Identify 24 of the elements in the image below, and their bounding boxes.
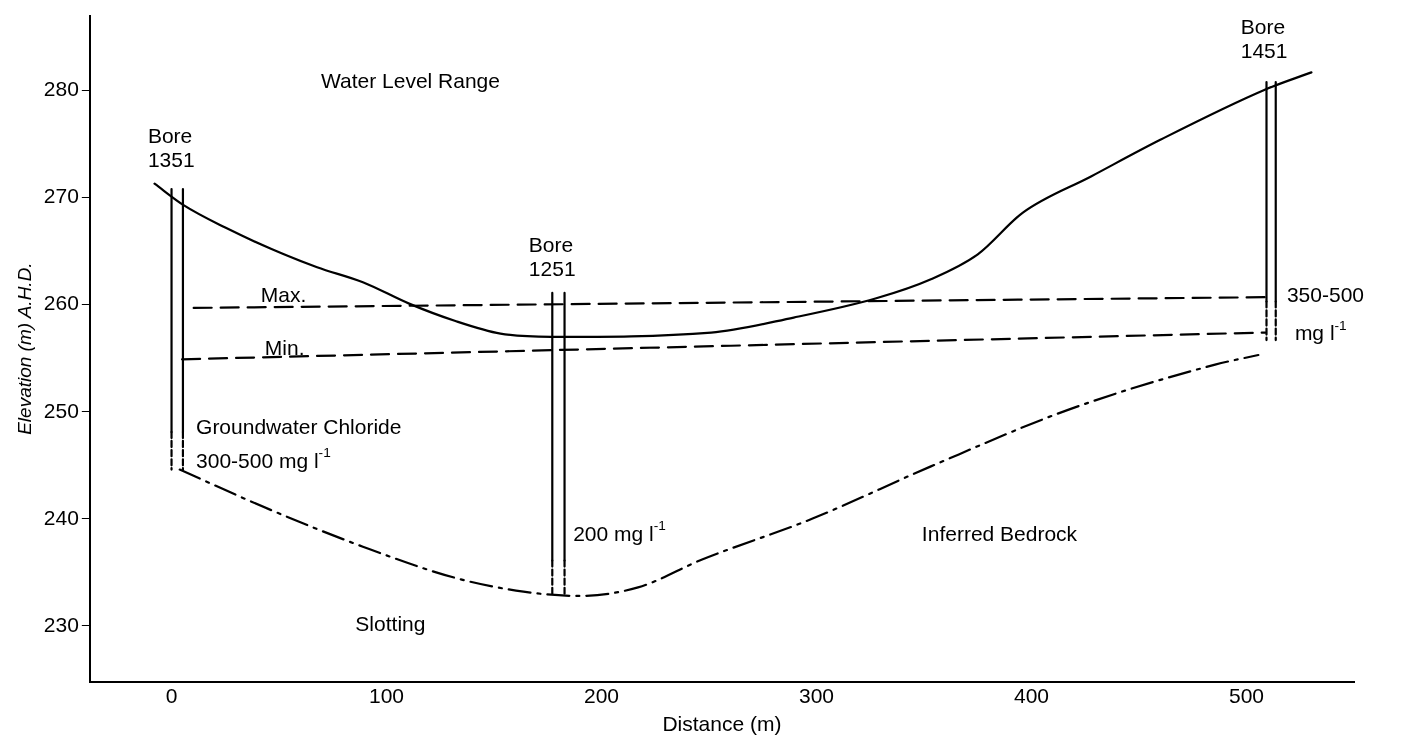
y-tick-label: 240 xyxy=(43,505,79,529)
x-tick-label: 100 xyxy=(369,684,405,707)
x-tick-label: 0 xyxy=(165,684,178,707)
y-tick-label: 280 xyxy=(43,77,79,101)
y-tick-label: 230 xyxy=(43,612,79,636)
x-tick-label: 300 xyxy=(798,684,835,707)
y-tick-label: 270 xyxy=(43,184,79,208)
annotation: Slotting xyxy=(355,611,426,635)
annotation: Max. xyxy=(260,282,307,306)
annotation: Bore 1351 xyxy=(147,124,195,172)
annotation: Min. xyxy=(264,336,305,360)
y-tick-label: 260 xyxy=(43,291,79,315)
x-tick-label: 500 xyxy=(1228,684,1265,707)
annotation: Bore 1251 xyxy=(528,232,576,280)
x-tick-label: 200 xyxy=(584,684,620,707)
annotation: Groundwater Chloride xyxy=(196,414,402,438)
annotation: Water Level Range xyxy=(320,68,500,92)
y-axis-title: Elevation (m) A.H.D. xyxy=(13,262,35,435)
y-tick-label: 250 xyxy=(43,398,79,422)
x-axis-title: Distance (m) xyxy=(662,712,782,736)
annotation: Inferred Bedrock xyxy=(921,521,1078,545)
x-tick-label: 400 xyxy=(1013,684,1050,707)
annotation: Bore 1451 xyxy=(1240,15,1288,63)
annotation: 350-500 xyxy=(1286,282,1364,306)
